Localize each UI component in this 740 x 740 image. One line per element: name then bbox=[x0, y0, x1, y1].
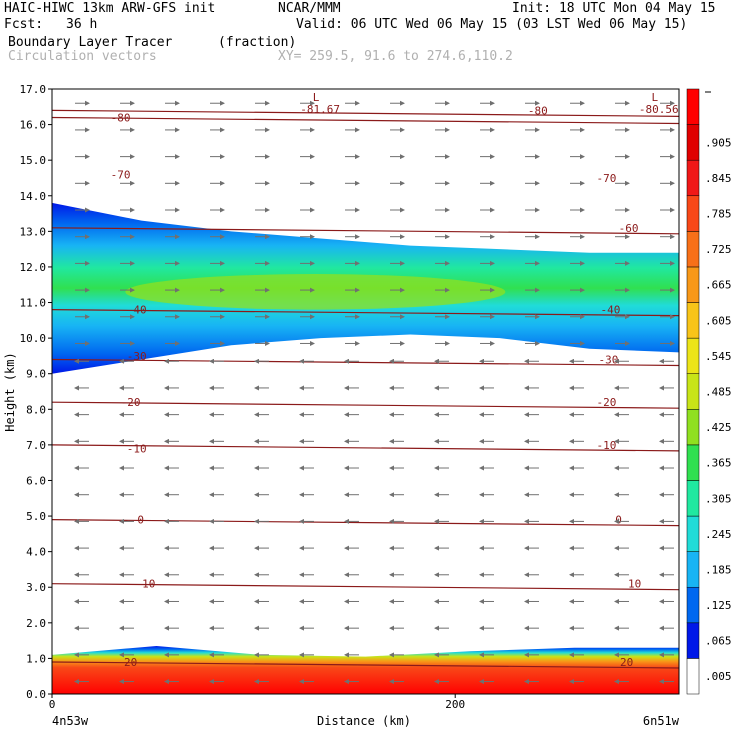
valid-time: Valid: 06 UTC Wed 06 May 15 (03 LST Wed … bbox=[296, 17, 688, 32]
contour-label: -20 bbox=[596, 396, 616, 409]
y-tick-label: 12.0 bbox=[20, 261, 47, 274]
colorbar-label: .905 bbox=[705, 136, 732, 149]
colorbar-segment bbox=[686, 124, 700, 161]
colorbar-segment bbox=[686, 586, 700, 624]
colorbar-label: .005 bbox=[705, 670, 732, 683]
temperature-contour bbox=[51, 358, 680, 367]
contour-label: 10 bbox=[628, 578, 641, 591]
y-tick-label: 9.0 bbox=[26, 368, 46, 381]
contour-label: -30 bbox=[598, 353, 618, 366]
colorbar-label: .245 bbox=[705, 528, 732, 541]
contour-label: -80 bbox=[528, 104, 548, 117]
model-title: HAIC-HIWC 13km ARW-GFS init bbox=[4, 1, 216, 16]
colorbar-segment bbox=[686, 409, 700, 446]
temperature-contour bbox=[51, 401, 680, 409]
colorbar-segment bbox=[686, 373, 700, 410]
init-time: Init: 18 UTC Mon 04 May 15 bbox=[512, 1, 716, 16]
colorbar-label: .365 bbox=[705, 457, 732, 470]
y-tick-label: 4.0 bbox=[26, 546, 46, 559]
y-tick-label: 6.0 bbox=[26, 474, 46, 487]
y-tick-label: 3.0 bbox=[26, 581, 46, 594]
y-tick-label: 0.0 bbox=[26, 688, 46, 701]
colorbar-segment bbox=[686, 480, 700, 517]
contour-label: -60 bbox=[619, 222, 639, 235]
temperature-contour bbox=[51, 109, 680, 117]
colorbar-segment bbox=[686, 159, 700, 197]
low-value: -80.56 bbox=[639, 103, 679, 116]
contour-label: -10 bbox=[596, 439, 616, 452]
y-tick-label: 1.0 bbox=[26, 652, 46, 665]
colorbar-label: .125 bbox=[705, 599, 732, 612]
temperature-contour bbox=[51, 519, 680, 527]
y-tick-label: 2.0 bbox=[26, 617, 46, 630]
colorbar-label: .425 bbox=[705, 421, 732, 434]
y-tick-label: 11.0 bbox=[20, 297, 47, 310]
y-axis-label: Height (km) bbox=[3, 352, 17, 431]
y-tick-label: 5.0 bbox=[26, 510, 46, 523]
vectors-label: Circulation vectors bbox=[8, 49, 157, 64]
fcst-value: 36 h bbox=[66, 17, 98, 32]
colorbar-label: .545 bbox=[705, 350, 732, 363]
low-value: -81.67 bbox=[300, 103, 340, 116]
temperature-contour bbox=[51, 227, 680, 235]
temperature-contour bbox=[51, 661, 680, 669]
y-tick-label: 13.0 bbox=[20, 225, 47, 238]
colorbar-label: .845 bbox=[705, 172, 732, 185]
colorbar-segment bbox=[686, 658, 700, 695]
contour-label: 0 bbox=[615, 514, 622, 527]
contour-label: -70 bbox=[111, 168, 131, 181]
fcst-label: Fcst: bbox=[4, 17, 44, 32]
colorbar-segment bbox=[686, 231, 700, 268]
tracer-core bbox=[125, 274, 506, 310]
colorbar-segment bbox=[686, 337, 700, 374]
contour-label: -70 bbox=[596, 172, 616, 185]
y-tick-label: 15.0 bbox=[20, 154, 47, 167]
colorbar-label: .485 bbox=[705, 386, 732, 399]
colorbar-segment bbox=[686, 195, 700, 232]
field-name: Boundary Layer Tracer bbox=[8, 35, 173, 50]
colorbar-label: .305 bbox=[705, 492, 732, 505]
y-tick-label: 16.0 bbox=[20, 119, 47, 132]
y-tick-label: 17.0 bbox=[20, 83, 47, 96]
low-marker: L bbox=[651, 91, 658, 104]
colorbar-label: .725 bbox=[705, 243, 732, 256]
x-tick-label: 0 bbox=[49, 698, 56, 711]
y-tick-label: 14.0 bbox=[20, 190, 47, 203]
x-axis-label: Distance (km) bbox=[317, 714, 411, 728]
colorbar-label: .605 bbox=[705, 314, 732, 327]
center-label: NCAR/MMM bbox=[278, 1, 341, 16]
contour-label: -40 bbox=[601, 304, 621, 317]
xy-label: XY= 259.5, 91.6 to 274.6,110.2 bbox=[278, 49, 513, 64]
colorbar-segment bbox=[686, 515, 700, 552]
contour-label: -80 bbox=[111, 111, 131, 124]
x-tick-label: 200 bbox=[445, 698, 465, 711]
colorbar-label: .665 bbox=[705, 279, 732, 292]
low-marker: L bbox=[313, 91, 320, 104]
colorbar-segment bbox=[686, 88, 700, 125]
y-tick-label: 7.0 bbox=[26, 439, 46, 452]
contour-label: 20 bbox=[620, 656, 633, 669]
x-start-label: 4n53w bbox=[52, 714, 89, 728]
colorbar-segment bbox=[686, 622, 700, 659]
colorbar-label: .185 bbox=[705, 563, 732, 576]
contour-label: -10 bbox=[127, 442, 147, 455]
y-tick-label: 10.0 bbox=[20, 332, 47, 345]
colorbar-segment bbox=[686, 266, 700, 303]
colorbar-segment bbox=[686, 302, 700, 339]
plot-frame bbox=[51, 88, 680, 695]
colorbar-segment bbox=[686, 551, 700, 588]
temperature-contour bbox=[51, 444, 680, 452]
colorbar-label: .065 bbox=[705, 635, 732, 648]
tracer-layer-boundary-layer bbox=[52, 645, 679, 694]
temperature-contour bbox=[51, 583, 680, 591]
field-units: (fraction) bbox=[218, 35, 297, 50]
temperature-contour bbox=[51, 116, 680, 125]
temperature-contour bbox=[51, 309, 680, 317]
x-end-label: 6n51w bbox=[643, 714, 680, 728]
y-tick-label: 8.0 bbox=[26, 403, 46, 416]
colorbar-segment bbox=[686, 444, 700, 481]
colorbar-label: .785 bbox=[705, 208, 732, 221]
